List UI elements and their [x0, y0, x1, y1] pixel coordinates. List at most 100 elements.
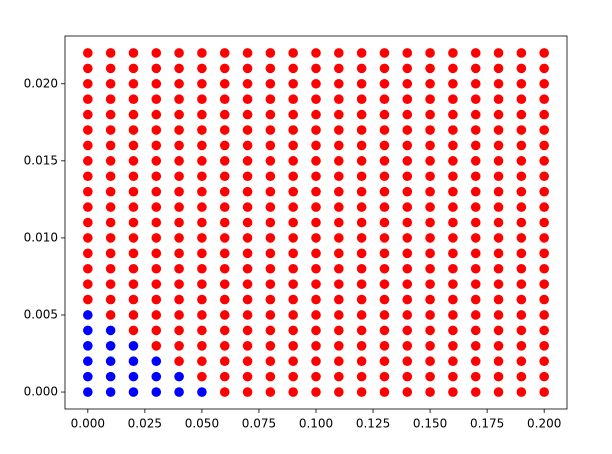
point	[105, 387, 116, 397]
point	[470, 263, 481, 274]
point	[470, 294, 481, 305]
point	[174, 233, 184, 243]
point	[539, 156, 549, 166]
point	[174, 263, 184, 274]
point	[470, 186, 481, 197]
point	[425, 325, 435, 336]
point	[539, 217, 549, 228]
point	[219, 310, 230, 320]
point	[174, 202, 184, 212]
point	[493, 233, 504, 243]
x-tick-label: 0.025	[128, 417, 162, 431]
point	[288, 109, 298, 120]
point	[402, 125, 413, 135]
point	[151, 371, 162, 382]
point	[470, 233, 481, 243]
point	[334, 279, 344, 289]
point	[288, 217, 298, 228]
point	[83, 186, 93, 197]
point	[334, 48, 344, 58]
point	[265, 325, 276, 336]
point	[128, 63, 139, 74]
point	[288, 171, 298, 182]
point	[288, 279, 298, 289]
point	[493, 356, 504, 367]
point	[174, 94, 184, 104]
point	[356, 78, 367, 89]
point	[448, 279, 458, 289]
point	[334, 171, 344, 182]
point	[470, 78, 481, 89]
point	[197, 63, 207, 74]
point	[379, 78, 390, 89]
point	[311, 94, 321, 104]
y-tick-label: 0.020	[24, 76, 58, 90]
point	[105, 186, 116, 197]
point	[425, 356, 435, 367]
point	[105, 217, 116, 228]
point	[311, 310, 321, 320]
point	[174, 387, 184, 397]
point	[265, 156, 276, 166]
point	[151, 186, 162, 197]
point	[539, 371, 549, 382]
point	[151, 217, 162, 228]
x-tick-label: 0.150	[413, 417, 447, 431]
point	[197, 233, 207, 243]
point	[516, 248, 527, 259]
point	[470, 156, 481, 166]
point	[516, 78, 527, 89]
point	[197, 125, 207, 135]
point	[128, 109, 139, 120]
point	[242, 310, 253, 320]
point	[539, 294, 549, 305]
point	[242, 387, 253, 397]
point	[197, 356, 207, 367]
point	[356, 356, 367, 367]
point	[379, 371, 390, 382]
point	[356, 202, 367, 212]
y-tick-label: 0.015	[24, 153, 58, 167]
point	[83, 356, 93, 367]
point	[265, 48, 276, 58]
point	[83, 387, 93, 397]
point	[334, 371, 344, 382]
point	[448, 94, 458, 104]
point	[448, 48, 458, 58]
point	[83, 248, 93, 259]
point	[83, 371, 93, 382]
point	[219, 279, 230, 289]
point	[105, 94, 116, 104]
point	[311, 48, 321, 58]
point	[288, 310, 298, 320]
point	[379, 233, 390, 243]
point	[174, 48, 184, 58]
point	[128, 94, 139, 104]
point	[265, 78, 276, 89]
point	[448, 217, 458, 228]
point	[83, 233, 93, 243]
point	[539, 263, 549, 274]
point	[311, 140, 321, 151]
point	[242, 279, 253, 289]
point	[288, 63, 298, 74]
point	[311, 63, 321, 74]
point	[197, 78, 207, 89]
point	[402, 279, 413, 289]
point	[311, 156, 321, 166]
point	[197, 202, 207, 212]
point	[242, 171, 253, 182]
point	[105, 341, 116, 351]
point	[425, 125, 435, 135]
point	[470, 48, 481, 58]
point	[219, 217, 230, 228]
point	[197, 341, 207, 351]
point	[425, 387, 435, 397]
point	[219, 325, 230, 336]
point	[242, 125, 253, 135]
point	[219, 78, 230, 89]
point	[105, 63, 116, 74]
point	[356, 140, 367, 151]
point	[425, 109, 435, 120]
